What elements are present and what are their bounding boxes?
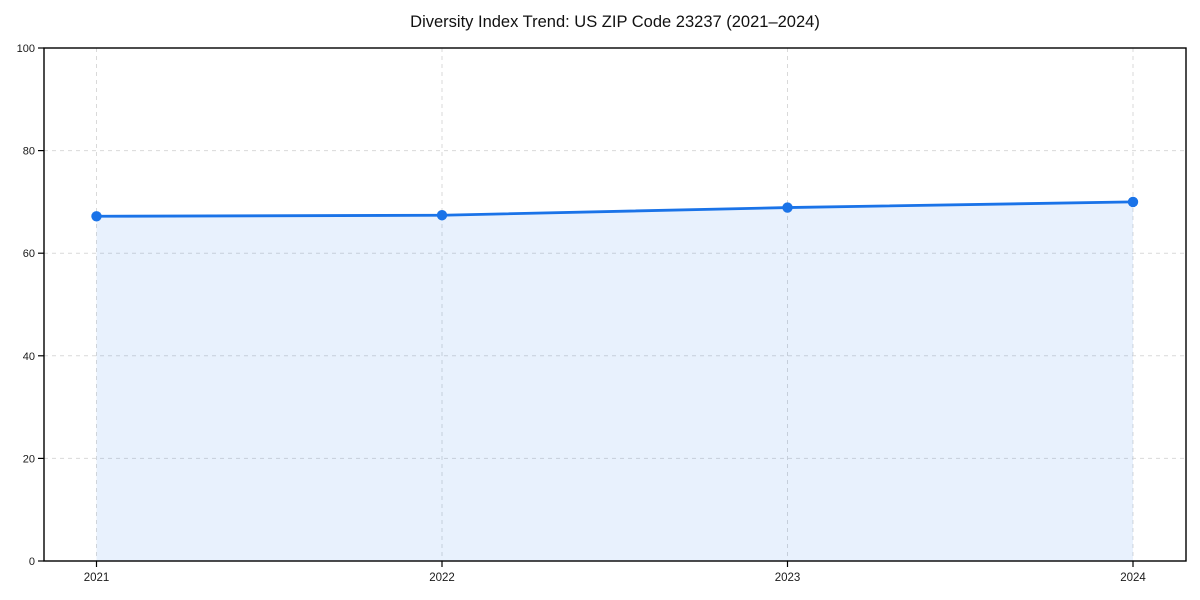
axes-frame <box>43 47 1187 562</box>
data-point <box>436 210 448 221</box>
x-tick-label: 2022 <box>429 572 455 584</box>
x-tick-label: 2024 <box>1120 572 1146 584</box>
data-point <box>1127 196 1139 208</box>
data-point <box>782 202 793 213</box>
chart-title: Diversity Index Trend: US ZIP Code 23237… <box>410 13 820 31</box>
x-tick-label: 2021 <box>84 572 110 584</box>
y-tick-label: 20 <box>23 453 35 465</box>
y-tick-label: 0 <box>29 556 35 568</box>
y-tick-label: 80 <box>23 146 35 158</box>
x-tick-label: 2023 <box>775 572 801 584</box>
data-point <box>91 211 102 222</box>
y-tick-label: 100 <box>17 43 35 55</box>
y-tick-label: 60 <box>23 248 35 260</box>
y-tick-label: 40 <box>23 351 35 363</box>
trend-line <box>95 200 1135 218</box>
area-fill <box>96 201 1133 561</box>
